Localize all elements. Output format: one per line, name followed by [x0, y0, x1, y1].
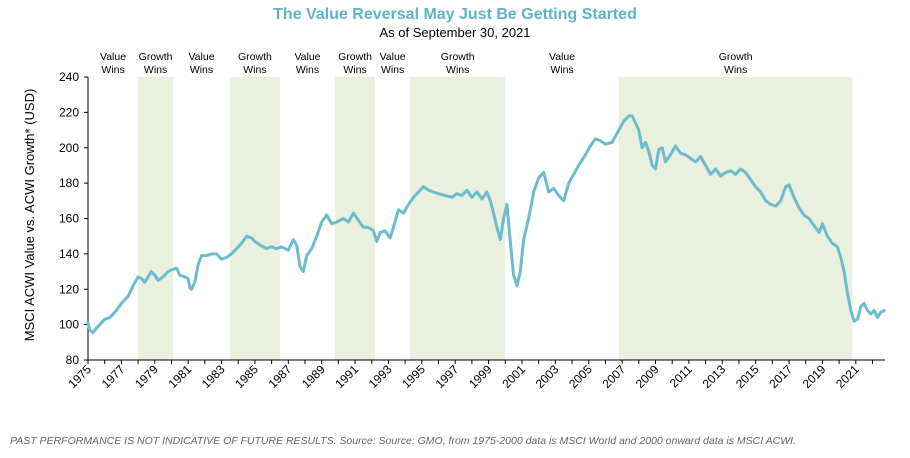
x-tick-label: 1981	[165, 362, 194, 391]
x-tick-label: 2021	[833, 362, 862, 391]
growth-band-1	[138, 77, 174, 360]
y-tick-label: 120	[59, 282, 79, 296]
y-tick-label: 240	[59, 70, 79, 84]
y-tick-label: 160	[59, 212, 79, 226]
x-tick-label: 1987	[266, 362, 295, 391]
x-tick-label: 1991	[332, 362, 361, 391]
chart-plot: Value Wins Growth Wins Value Wins Growth Wins Va…	[22, 51, 886, 391]
x-tick-label: 1983	[199, 362, 228, 391]
x-tick-label: 2019	[800, 362, 829, 391]
y-tick-label: 140	[59, 247, 79, 261]
growth-band-7	[410, 77, 506, 360]
regime-label-6: Value Wins	[380, 51, 406, 76]
footnote: PAST PERFORMANCE IS NOT INDICATIVE OF FU…	[10, 435, 796, 447]
growth-band-3	[229, 77, 280, 360]
x-tick-label: 1995	[399, 362, 428, 391]
chart-title: The Value Reversal May Just Be Getting S…	[273, 6, 637, 23]
regime-label-7: Growth Wins	[441, 51, 475, 76]
data-line	[86, 114, 886, 335]
regime-label-4: Value Wins	[294, 51, 320, 76]
x-tick-label: 2003	[533, 362, 562, 391]
data-line-layer	[86, 114, 886, 335]
y-axis-label: MSCI ACWI Value vs. ACWI Growth* (USD)	[22, 89, 37, 342]
regime-label-5: Growth Wins	[338, 51, 372, 76]
regime-label-9: Growth Wins	[719, 51, 753, 76]
x-tick-label: 2013	[700, 362, 729, 391]
regime-label-0: Value Wins	[100, 51, 126, 76]
growth-band-9	[618, 77, 853, 360]
regime-bands	[138, 77, 853, 360]
x-tick-label: 2005	[566, 362, 595, 391]
regime-labels: Value Wins Growth Wins Value Wins Growth Wins Va…	[100, 51, 753, 76]
regime-label-2: Value Wins	[188, 51, 214, 76]
x-tick-label: 1997	[433, 362, 462, 391]
x-tick-label: 1993	[366, 362, 395, 391]
y-tick-label: 180	[59, 176, 79, 190]
y-tick-label: 80	[66, 353, 80, 367]
y-tick-label: 100	[59, 318, 79, 332]
y-tick-label: 200	[59, 141, 79, 155]
x-tick-label: 1989	[299, 362, 328, 391]
x-tick-label: 2007	[599, 362, 628, 391]
y-tick-label: 220	[59, 105, 79, 119]
regime-label-1: Growth Wins	[139, 51, 173, 76]
x-tick-label: 2015	[733, 362, 762, 391]
x-tick-label: 2017	[766, 362, 795, 391]
x-tick-label: 1985	[232, 362, 261, 391]
x-tick-label: 1977	[99, 362, 128, 391]
chart-subtitle: As of September 30, 2021	[379, 25, 531, 40]
regime-label-3: Growth Wins	[238, 51, 272, 76]
x-tick-label: 1979	[132, 362, 161, 391]
x-tick-label: 1999	[466, 362, 495, 391]
x-tick-label: 2001	[499, 362, 528, 391]
regime-label-8: Value Wins	[549, 51, 575, 76]
x-tick-label: 2009	[633, 362, 662, 391]
x-tick-label: 2011	[667, 362, 695, 390]
